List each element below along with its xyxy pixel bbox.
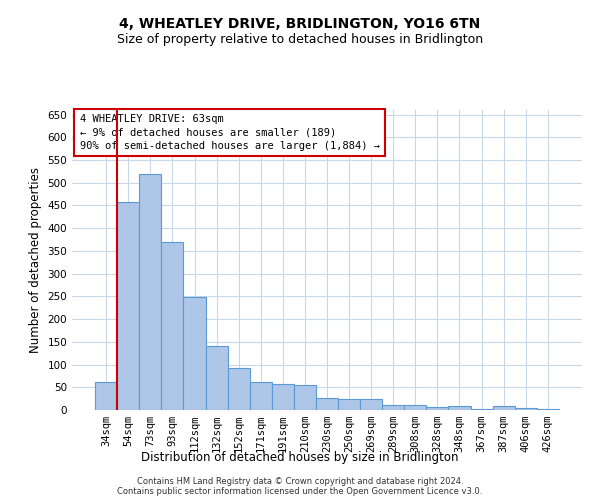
Bar [117, 202, 139, 410]
Bar [316, 398, 338, 410]
Bar [227, 368, 250, 410]
Bar [427, 407, 448, 410]
Bar [250, 382, 272, 410]
Text: Distribution of detached houses by size in Bridlington: Distribution of detached houses by size … [141, 451, 459, 464]
Bar [139, 174, 161, 410]
Bar [272, 384, 294, 410]
Text: Contains HM Land Registry data © Crown copyright and database right 2024.: Contains HM Land Registry data © Crown c… [137, 476, 463, 486]
Bar [493, 406, 515, 410]
Text: 4, WHEATLEY DRIVE, BRIDLINGTON, YO16 6TN: 4, WHEATLEY DRIVE, BRIDLINGTON, YO16 6TN [119, 18, 481, 32]
Bar [515, 408, 537, 410]
Text: Contains public sector information licensed under the Open Government Licence v3: Contains public sector information licen… [118, 488, 482, 496]
Bar [382, 405, 404, 410]
Bar [206, 346, 227, 410]
Text: 4 WHEATLEY DRIVE: 63sqm
← 9% of detached houses are smaller (189)
90% of semi-de: 4 WHEATLEY DRIVE: 63sqm ← 9% of detached… [80, 114, 380, 151]
Bar [338, 398, 360, 410]
Bar [184, 298, 206, 410]
Bar [537, 408, 559, 410]
Bar [470, 408, 493, 410]
Bar [360, 398, 382, 410]
Y-axis label: Number of detached properties: Number of detached properties [29, 167, 42, 353]
Text: Size of property relative to detached houses in Bridlington: Size of property relative to detached ho… [117, 32, 483, 46]
Bar [448, 406, 470, 410]
Bar [404, 405, 427, 410]
Bar [95, 382, 117, 410]
Bar [294, 385, 316, 410]
Bar [161, 242, 184, 410]
